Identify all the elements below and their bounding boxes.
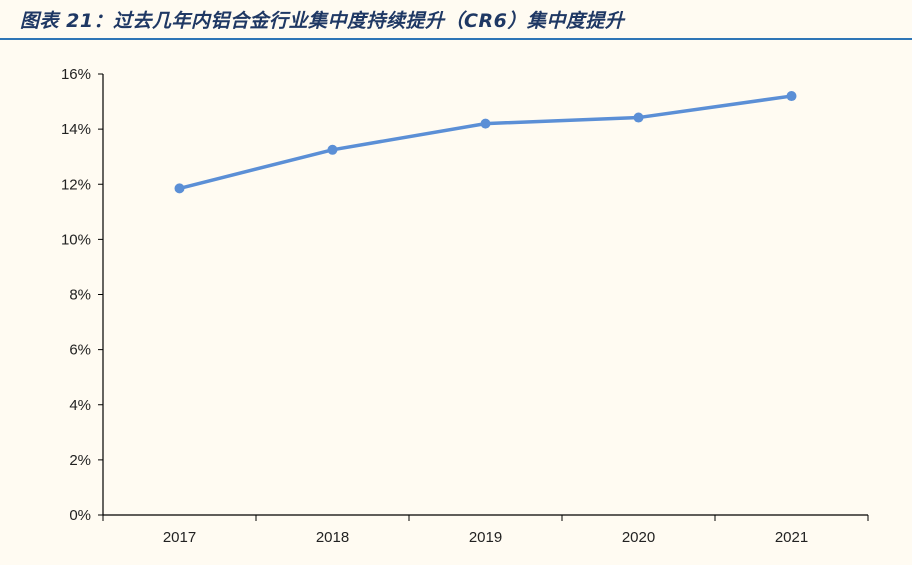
x-tick-label: 2018 [316, 529, 349, 546]
data-point [174, 183, 185, 194]
y-tick-label: 0% [69, 507, 91, 524]
y-tick-label: 10% [61, 231, 91, 248]
y-tick-label: 14% [61, 121, 91, 138]
y-tick-label: 8% [69, 287, 91, 304]
series-line [179, 94, 792, 191]
y-tick-label: 6% [69, 342, 91, 359]
y-tick-label: 2% [69, 452, 91, 469]
x-tick-label: 2017 [163, 529, 196, 546]
x-axis: 2017 2018 2019 2020 2021 [102, 514, 869, 546]
x-tick-label: 2019 [469, 529, 502, 546]
x-tick-label: 2020 [622, 529, 655, 546]
data-point [633, 112, 644, 123]
y-axis: 0% 2% 4% 6% 8% 10% 12% 14% 16% [61, 66, 104, 524]
y-tick-label: 12% [61, 176, 91, 193]
y-tick-label: 4% [69, 397, 91, 414]
figure-title: 图表 21：过去几年内铝合金行业集中度持续提升（CR6）集中度提升 [20, 10, 625, 32]
data-point [480, 118, 491, 129]
y-tick-label: 16% [61, 66, 91, 83]
figure-title-bar: 图表 21：过去几年内铝合金行业集中度持续提升（CR6）集中度提升 [0, 0, 912, 40]
data-point [786, 91, 797, 102]
data-point [327, 144, 338, 155]
x-tick-label: 2021 [775, 529, 808, 546]
plot-area [174, 91, 797, 194]
